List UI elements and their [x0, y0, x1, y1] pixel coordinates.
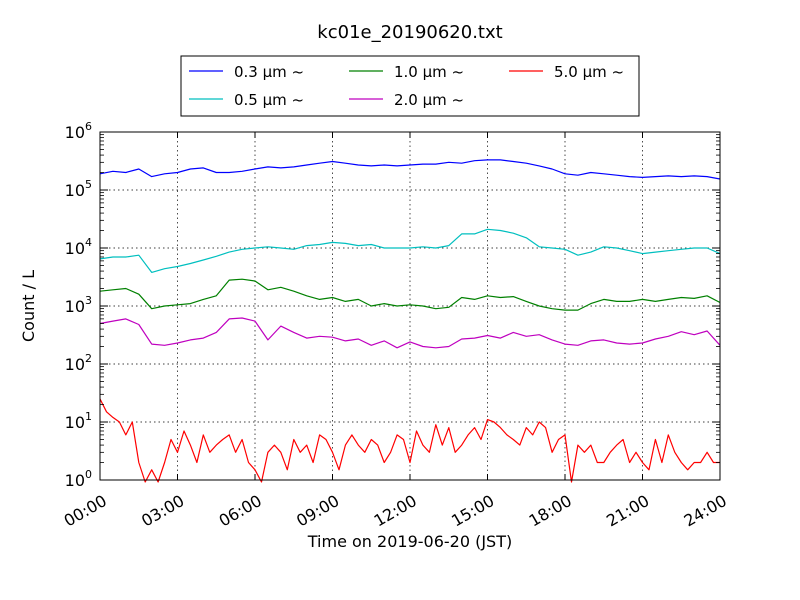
y-tick-label: 101: [65, 410, 92, 432]
legend-item-0p3: 0.3 μm ~: [189, 63, 304, 81]
legend-label-0p5: 0.5 μm ~: [234, 91, 304, 109]
series-layer: [99, 159, 721, 483]
legend-label-0p3: 0.3 μm ~: [234, 63, 304, 81]
legend-item-1p0: 1.0 μm ~: [349, 63, 464, 81]
legend-item-0p5: 0.5 μm ~: [189, 91, 304, 109]
series-line-0: [99, 159, 721, 180]
series-line-3: [99, 317, 721, 349]
chart-title: kc01e_20190620.txt: [317, 22, 502, 43]
y-tick-labels: 100 101 102 103 104 105 106: [65, 120, 92, 490]
legend: 0.3 μm ~ 1.0 μm ~ 5.0 μm ~ 0.5 μm ~ 2.0 …: [180, 55, 640, 117]
legend-label-1p0: 1.0 μm ~: [394, 63, 464, 81]
y-tick-label: 103: [65, 294, 92, 316]
legend-item-5p0: 5.0 μm ~: [509, 63, 624, 81]
legend-item-2p0: 2.0 μm ~: [349, 91, 464, 109]
x-axis-label: Time on 2019-06-20 (JST): [307, 532, 512, 551]
y-tick-label: 105: [65, 178, 92, 200]
series-line-1: [99, 228, 721, 273]
series-line-4: [99, 398, 720, 483]
ticks: [99, 131, 721, 481]
legend-label-2p0: 2.0 μm ~: [394, 91, 464, 109]
y-axis-label: Count / L: [19, 270, 38, 342]
y-tick-label: 104: [65, 236, 92, 258]
y-tick-label: 106: [65, 120, 92, 142]
legend-box: [180, 55, 640, 117]
series-line-2: [99, 278, 721, 311]
legend-label-5p0: 5.0 μm ~: [554, 63, 624, 81]
y-tick-label: 102: [65, 352, 92, 374]
y-tick-label: 100: [65, 468, 92, 490]
